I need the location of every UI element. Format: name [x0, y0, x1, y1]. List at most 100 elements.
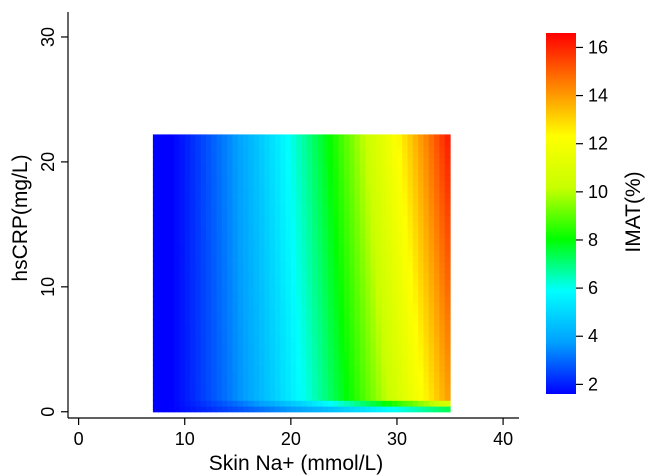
heatmap-cell: [211, 290, 218, 297]
heatmap-cell: [349, 197, 356, 205]
heatmap-cell: [152, 186, 159, 193]
heatmap-cell: [338, 151, 345, 159]
heatmap-cell: [179, 238, 186, 245]
heatmap-cell: [349, 232, 356, 240]
heatmap-cell: [391, 186, 398, 193]
heatmap-cell: [237, 400, 244, 407]
heatmap-cell: [396, 319, 403, 326]
heatmap-cell: [243, 284, 249, 292]
heatmap-cell: [444, 174, 451, 182]
heatmap-cell: [174, 203, 181, 211]
heatmap-cell: [381, 244, 387, 251]
heatmap-cell: [232, 163, 239, 170]
heatmap-cell: [248, 226, 255, 234]
heatmap-cell: [391, 330, 398, 338]
heatmap-cell: [285, 400, 292, 407]
heatmap-cell: [317, 353, 324, 361]
heatmap-cell: [259, 342, 265, 349]
heatmap-cell: [216, 330, 223, 338]
heatmap-cell: [152, 180, 159, 188]
heatmap-cell: [190, 400, 196, 407]
heatmap-cell: [333, 342, 340, 349]
heatmap-cell: [444, 353, 451, 361]
heatmap-cell: [423, 388, 430, 396]
heatmap-cell: [280, 157, 287, 164]
heatmap-cell: [386, 290, 393, 297]
heatmap-cell: [354, 238, 361, 245]
heatmap-cell: [211, 192, 218, 199]
heatmap-cell: [290, 382, 297, 390]
heatmap-cell: [237, 319, 244, 326]
heatmap-cell: [152, 145, 159, 153]
heatmap-cell: [237, 232, 244, 240]
colorbar-tick-label: 4: [588, 326, 598, 346]
heatmap-cell: [434, 232, 441, 240]
heatmap-cell: [306, 203, 313, 211]
heatmap-cell: [259, 296, 265, 303]
heatmap-cell: [211, 353, 218, 361]
heatmap-cell: [190, 342, 196, 349]
heatmap-cell: [205, 192, 212, 199]
heatmap-cell: [285, 186, 292, 193]
heatmap-cell: [343, 405, 350, 413]
heatmap-cell: [264, 267, 271, 274]
heatmap-cell: [354, 209, 361, 216]
heatmap-cell: [306, 290, 313, 297]
heatmap-cell: [248, 388, 255, 396]
heatmap-cell: [444, 267, 451, 274]
heatmap-cell: [269, 382, 276, 390]
heatmap-cell: [253, 232, 260, 240]
heatmap-cell: [301, 215, 308, 222]
heatmap-cell: [439, 186, 446, 193]
heatmap-cell: [195, 405, 202, 413]
heatmap-cell: [418, 319, 425, 326]
heatmap-cell: [243, 394, 249, 401]
heatmap-cell: [412, 336, 419, 344]
heatmap-cell: [227, 273, 234, 280]
heatmap-cell: [418, 330, 425, 338]
heatmap-cell: [391, 394, 398, 401]
heatmap-cell: [232, 192, 239, 199]
heatmap-cell: [412, 238, 419, 245]
heatmap-cell: [274, 261, 281, 268]
heatmap-cell: [184, 267, 191, 274]
heatmap-cell: [195, 151, 202, 159]
heatmap-cell: [396, 278, 403, 286]
heatmap-cell: [285, 215, 292, 222]
heatmap-cell: [259, 325, 265, 332]
heatmap-cell: [259, 307, 265, 315]
heatmap-cell: [365, 221, 372, 228]
heatmap-cell: [317, 209, 324, 216]
heatmap-cell: [327, 238, 334, 245]
heatmap-cell: [216, 348, 223, 355]
heatmap-cell: [428, 145, 435, 153]
heatmap-cell: [174, 169, 181, 176]
heatmap-cell: [248, 180, 255, 188]
heatmap-cell: [354, 394, 361, 401]
heatmap-cell: [253, 394, 260, 401]
heatmap-cell: [317, 134, 324, 141]
heatmap-cell: [381, 134, 387, 141]
heatmap-cell: [428, 296, 435, 303]
heatmap-cell: [386, 325, 393, 332]
heatmap-cell: [158, 186, 165, 193]
heatmap-cell: [274, 267, 281, 274]
heatmap-cell: [158, 325, 165, 332]
heatmap-cell: [327, 348, 334, 355]
heatmap-cell: [386, 394, 393, 401]
heatmap-cell: [243, 290, 249, 297]
heatmap-cell: [359, 296, 366, 303]
heatmap-cell: [412, 273, 419, 280]
heatmap-cell: [269, 371, 276, 378]
heatmap-cell: [259, 336, 265, 344]
heatmap-cell: [359, 238, 366, 245]
heatmap-cell: [221, 255, 228, 263]
heatmap-cell: [407, 290, 414, 297]
heatmap-cell: [306, 377, 313, 384]
heatmap-cell: [216, 405, 223, 413]
heatmap-cell: [306, 163, 313, 170]
heatmap-cell: [190, 174, 196, 182]
heatmap-cell: [370, 284, 377, 292]
heatmap-cell: [386, 348, 393, 355]
heatmap-cell: [280, 278, 287, 286]
